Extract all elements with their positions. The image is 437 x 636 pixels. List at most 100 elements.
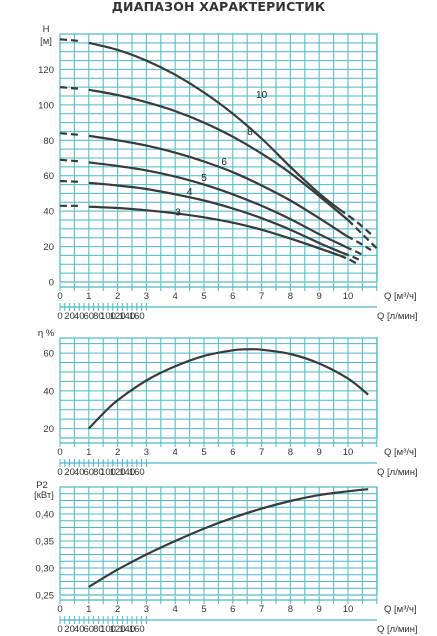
x-axis-2-unit: Q [л/мин] bbox=[377, 311, 418, 322]
x-tick-label-m3h: 7 bbox=[259, 447, 264, 458]
curve-dashed-end bbox=[346, 234, 372, 252]
y-tick-label: 20 bbox=[43, 242, 54, 253]
curve-label: 3 bbox=[175, 208, 181, 219]
x-tick-label-lmin: 0 bbox=[57, 624, 62, 635]
x-tick-label-m3h: 0 bbox=[57, 604, 62, 615]
x-tick-label-lmin: 40 bbox=[74, 467, 85, 478]
curve-line bbox=[88, 41, 341, 211]
curve-label: 6 bbox=[221, 157, 227, 168]
plot-frame bbox=[59, 337, 378, 439]
x-tick-label-m3h: 1 bbox=[86, 447, 91, 458]
curve-label: 8 bbox=[247, 127, 253, 138]
x-tick-label-lmin: 100 bbox=[100, 311, 116, 322]
curve-dashed-end bbox=[341, 251, 363, 263]
x-tick-label-m3h: 5 bbox=[201, 447, 206, 458]
x-tick-label-m3h: 5 bbox=[201, 604, 206, 615]
x-tick-label-m3h: 3 bbox=[144, 604, 149, 615]
y-axis-unit: [кВт] bbox=[34, 490, 54, 501]
y-tick-label: 120 bbox=[38, 65, 54, 76]
plot-frame bbox=[59, 486, 378, 596]
x-tick-label-lmin: 60 bbox=[84, 467, 95, 478]
x-tick-label-lmin: 0 bbox=[57, 467, 62, 478]
x-tick-label-m3h: 9 bbox=[317, 447, 322, 458]
curve-dashed-start bbox=[59, 158, 82, 163]
series-3: 3 bbox=[60, 204, 358, 265]
curve-line bbox=[88, 181, 343, 254]
y-axis-unit: [м] bbox=[40, 36, 52, 47]
y-tick-label: 0 bbox=[49, 278, 54, 289]
x-tick-label-m3h: 10 bbox=[343, 604, 354, 615]
y-tick-label: 40 bbox=[43, 386, 54, 397]
series-efficiency-curve bbox=[88, 348, 369, 430]
y-axis-label: H bbox=[43, 24, 50, 35]
x-tick-label-lmin: 120 bbox=[110, 624, 126, 635]
x-tick-label-m3h: 1 bbox=[86, 291, 91, 302]
y-tick-label: 60 bbox=[43, 349, 54, 360]
curve-dashed-end bbox=[338, 254, 358, 265]
curve-line bbox=[88, 205, 340, 257]
x-axis-1-unit: Q [м³/ч] bbox=[384, 604, 417, 615]
series-5: 5 bbox=[59, 158, 366, 258]
x-tick-label-m3h: 6 bbox=[230, 291, 235, 302]
curve-label: 5 bbox=[201, 173, 207, 184]
series-6: 6 bbox=[59, 132, 372, 252]
x-tick-label-lmin: 20 bbox=[64, 467, 75, 478]
y-tick-label: 0,40 bbox=[36, 510, 55, 521]
series-10: 10 bbox=[59, 38, 372, 236]
x-tick-label-lmin: 160 bbox=[129, 467, 145, 478]
y-tick-label: 60 bbox=[43, 171, 54, 182]
x-tick-label-m3h: 7 bbox=[259, 604, 264, 615]
x-tick-label-m3h: 10 bbox=[343, 291, 354, 302]
curve-line bbox=[88, 348, 369, 430]
x-tick-label-lmin: 20 bbox=[64, 311, 75, 322]
curve-label: 10 bbox=[256, 90, 268, 101]
curve-dashed-start bbox=[59, 38, 82, 43]
x-tick-label-m3h: 1 bbox=[86, 604, 91, 615]
x-tick-label-m3h: 10 bbox=[343, 447, 354, 458]
curve-dashed-start bbox=[59, 86, 82, 90]
x-tick-label-m3h: 8 bbox=[288, 447, 293, 458]
series-8: 8 bbox=[59, 86, 378, 250]
y-axis-label: η % bbox=[38, 328, 55, 339]
x-tick-label-m3h: 8 bbox=[288, 604, 293, 615]
curve-label: 4 bbox=[187, 187, 193, 198]
x-tick-label-m3h: 0 bbox=[57, 291, 62, 302]
x-tick-label-m3h: 6 bbox=[230, 604, 235, 615]
curve-dashed-start bbox=[59, 132, 82, 137]
x-tick-label-m3h: 4 bbox=[173, 604, 178, 615]
x-tick-label-lmin: 120 bbox=[110, 311, 126, 322]
x-tick-label-m3h: 7 bbox=[259, 291, 264, 302]
x-tick-label-lmin: 160 bbox=[129, 624, 145, 635]
y-tick-label: 20 bbox=[43, 424, 54, 435]
x-axis-1-unit: Q [м³/ч] bbox=[384, 447, 417, 458]
y-axis-label: P2 bbox=[36, 480, 48, 491]
curve-line bbox=[88, 488, 369, 588]
x-tick-label-lmin: 120 bbox=[110, 467, 126, 478]
x-axis-1-unit: Q [м³/ч] bbox=[384, 291, 417, 302]
x-tick-label-m3h: 5 bbox=[201, 291, 206, 302]
series-power-curve bbox=[88, 488, 369, 588]
x-tick-label-lmin: 140 bbox=[119, 467, 135, 478]
power-chart: 0,25 0,30 0,35 0,40 P2[кВт] 0 1 2 3 4 5 6 7 8 9 10 Q [м³… bbox=[34, 480, 417, 635]
curve-line bbox=[88, 88, 349, 221]
x-tick-label-m3h: 4 bbox=[173, 291, 178, 302]
x-tick-label-lmin: 80 bbox=[93, 467, 104, 478]
x-tick-label-lmin: 60 bbox=[84, 311, 95, 322]
page-title: ДИАПАЗОН ХАРАКТЕРИСТИК bbox=[111, 0, 326, 14]
curve-dashed-start bbox=[59, 179, 82, 183]
x-axis-2-unit: Q [л/мин] bbox=[377, 467, 418, 478]
x-tick-label-lmin: 140 bbox=[119, 311, 135, 322]
x-tick-label-m3h: 9 bbox=[317, 604, 322, 615]
y-tick-label: 0,30 bbox=[36, 564, 55, 575]
series-4: 4 bbox=[59, 179, 363, 263]
y-tick-label: 100 bbox=[38, 100, 54, 111]
x-tick-label-lmin: 80 bbox=[93, 624, 104, 635]
curve-dashed-end bbox=[344, 245, 366, 258]
x-tick-label-lmin: 60 bbox=[84, 624, 95, 635]
x-tick-label-m3h: 2 bbox=[115, 604, 120, 615]
x-tick-label-m3h: 2 bbox=[115, 447, 120, 458]
curve-line bbox=[88, 161, 346, 248]
curve-dashed-end bbox=[338, 208, 372, 236]
x-tick-label-m3h: 3 bbox=[144, 291, 149, 302]
curve-line bbox=[88, 134, 348, 237]
